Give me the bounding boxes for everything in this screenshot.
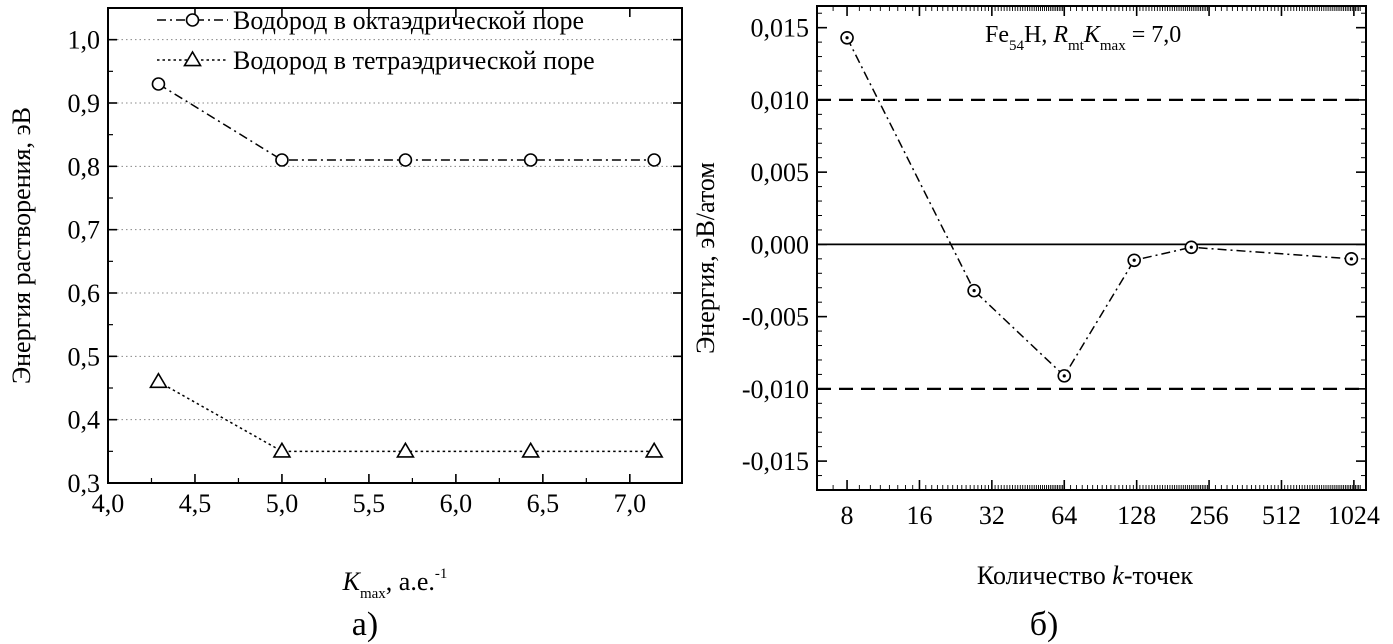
- a-y-tick-label: 0,3: [68, 469, 101, 498]
- b-point-dot: [1132, 258, 1136, 262]
- b-x-tick-label: 64: [1051, 501, 1077, 530]
- b-x-tick-label: 256: [1190, 501, 1229, 530]
- a-x-tick-label: 5,5: [353, 489, 386, 518]
- b-y-tick-label: 0,005: [751, 158, 810, 187]
- b-plot-frame: [816, 5, 1367, 491]
- a-y-tick-label: 0,9: [68, 89, 101, 118]
- b-anno-h: H,: [1024, 22, 1053, 48]
- a-x-tick-label: 6,5: [527, 489, 560, 518]
- a-caption: а): [352, 606, 378, 643]
- a-point-s1: [272, 441, 292, 458]
- a-x-label-main: K: [342, 567, 362, 596]
- b-y-tick-label: 0,000: [751, 230, 810, 259]
- b-x-label-rest: -точек: [1124, 561, 1194, 590]
- chart-a: 4,0 4,5 5,0 5,5 6,0 6,5 7,0 0,3 0,4 0,5 0,6 0,7 0,8 0…: [7, 6, 683, 643]
- b-x-tick-label: 8: [841, 501, 854, 530]
- b-y-tick-label: -0,010: [742, 375, 809, 404]
- a-point-s1: [396, 441, 415, 458]
- a-grid: [108, 39, 682, 421]
- a-y-axis-label: Энергия растворения, эВ: [7, 107, 36, 384]
- a-point-s0: [398, 153, 413, 167]
- a-series-line-0: [158, 83, 655, 161]
- b-anno-k-sub: max: [1100, 38, 1126, 54]
- b-point-dot: [1349, 257, 1354, 261]
- a-legend-marker: [185, 13, 200, 27]
- a-ticks: 4,0 4,5 5,0 5,5 6,0 6,5 7,0 0,3 0,4 0,5 0,6 0,7 0,8 0…: [68, 8, 682, 518]
- b-caption: б): [1030, 606, 1059, 643]
- a-point-s0: [647, 153, 661, 167]
- b-annotation: Fe54H, RmtKmax = 7,0: [985, 22, 1181, 54]
- b-point-dot: [972, 289, 976, 293]
- a-legend-marker: [183, 50, 202, 67]
- a-point-s1: [644, 441, 664, 458]
- b-x-tick-label: 32: [979, 501, 1005, 530]
- a-series-line-1: [158, 381, 655, 453]
- b-anno-r: R: [1052, 22, 1068, 48]
- a-point-s1: [149, 372, 168, 389]
- a-y-tick-label: 0,7: [68, 216, 101, 245]
- b-x-label-k: k: [1112, 561, 1124, 590]
- a-point-s0: [523, 153, 538, 167]
- b-anno-value: = 7,0: [1126, 22, 1182, 48]
- b-anno-fe: Fe: [985, 22, 1009, 48]
- a-x-tick-label: 5,0: [266, 489, 299, 518]
- b-x-tick-label: 16: [906, 501, 932, 530]
- a-x-tick-label: 6,0: [440, 489, 473, 518]
- b-y-tick-label: -0,005: [742, 303, 809, 332]
- a-y-tick-label: 0,8: [68, 152, 101, 181]
- b-series-line: [846, 37, 1352, 378]
- b-x-axis-label: Количество k-точек: [977, 561, 1194, 590]
- a-y-tick-label: 1,0: [68, 26, 101, 55]
- a-x-label-rest: , а.е.: [386, 567, 435, 596]
- b-reference-lines: [817, 98, 1366, 390]
- b-y-tick-label: 0,010: [751, 86, 810, 115]
- b-point-dot: [1062, 374, 1066, 378]
- a-x-tick-label: 4,5: [179, 489, 212, 518]
- a-x-axis-label: Kmax, а.е.-1: [342, 566, 448, 602]
- a-point-s0: [151, 77, 166, 91]
- b-x-label-pre: Количество: [977, 561, 1112, 590]
- b-y-axis-label: Энергия, эВ/атом: [691, 162, 720, 354]
- b-y-tick-label: 0,015: [751, 14, 810, 43]
- b-series: [840, 30, 1359, 383]
- a-legend-label: Водород в октаэдрической поре: [233, 6, 584, 35]
- a-y-tick-label: 0,4: [68, 406, 101, 435]
- a-y-tick-label: 0,5: [68, 342, 101, 371]
- b-x-tick-label: 128: [1117, 501, 1156, 530]
- chart-b: 8 16 32 64 128 256 512 1024 -0,015 -0,010 -0,005 0,…: [691, 5, 1380, 643]
- a-legend: Водород в октаэдрической поре Водород в т…: [157, 6, 595, 75]
- a-x-tick-label: 7,0: [614, 489, 647, 518]
- b-x-tick-label: 512: [1262, 501, 1301, 530]
- b-x-tick-label: 1024: [1328, 501, 1380, 530]
- b-point-dot: [1189, 245, 1193, 249]
- a-plot-frame: [107, 7, 683, 484]
- b-anno-fe-sub: 54: [1009, 38, 1025, 54]
- a-legend-label: Водород в тетраэдрической поре: [233, 46, 595, 75]
- b-point-dot: [845, 36, 849, 40]
- b-anno-r-sub: mt: [1068, 38, 1085, 54]
- a-x-label-sub: max: [360, 586, 386, 602]
- a-x-tick-label: 4,0: [92, 489, 125, 518]
- a-y-tick-label: 0,6: [68, 279, 101, 308]
- a-series: [149, 77, 664, 458]
- a-point-s1: [521, 441, 541, 458]
- a-x-label-sup: -1: [435, 566, 448, 582]
- b-anno-k: K: [1083, 22, 1102, 48]
- a-point-s0: [275, 153, 289, 167]
- b-ticks: 8 16 32 64 128 256 512 1024 -0,015 -0,010 -0,005 0,…: [742, 6, 1380, 530]
- b-y-tick-label: -0,015: [742, 447, 809, 476]
